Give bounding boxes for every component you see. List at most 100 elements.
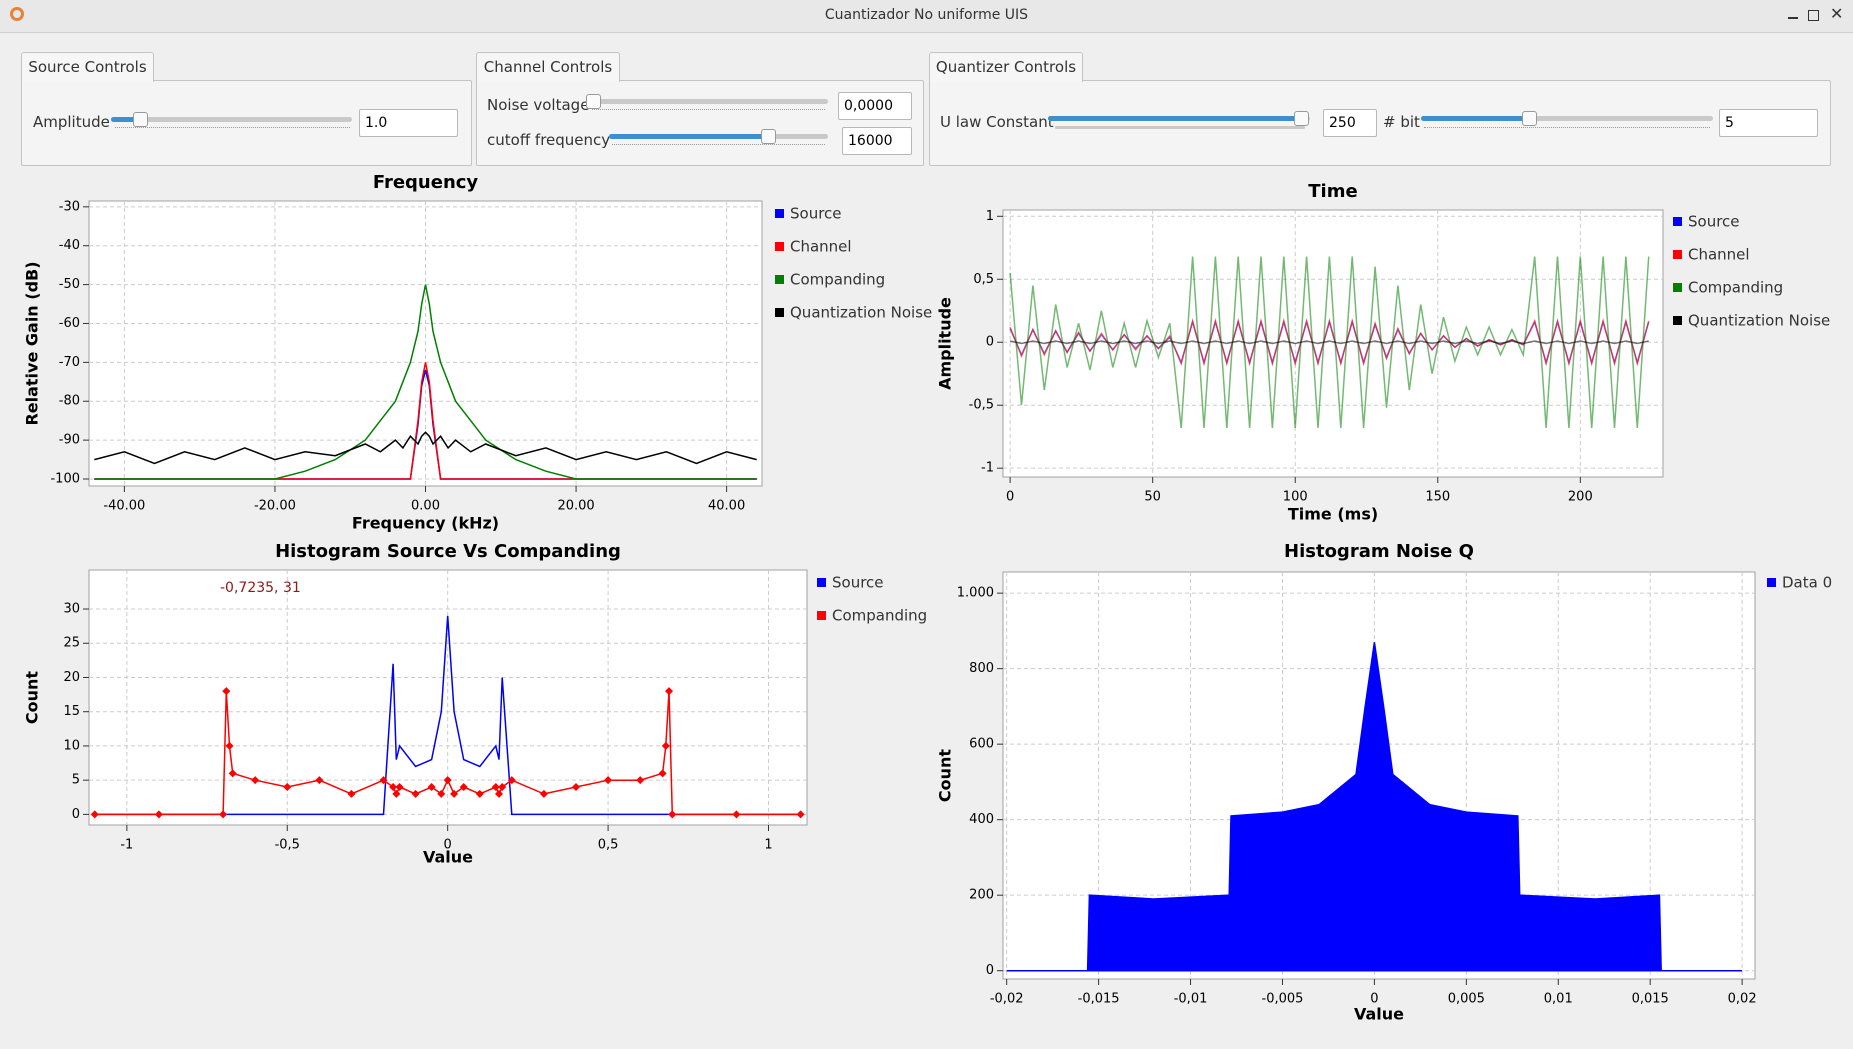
y-tick-label: 200	[969, 888, 994, 903]
x-tick-label: 0.00	[411, 499, 440, 514]
amplitude-input[interactable]: 1.0	[359, 109, 458, 137]
x-tick-label: -0,02	[990, 992, 1024, 1007]
chart-title: Histogram Noise Q	[1284, 541, 1474, 562]
y-tick-label: 5	[72, 773, 80, 788]
legend-label: Companding	[832, 607, 927, 625]
legend-swatch	[1673, 217, 1682, 226]
y-axis-label: Amplitude	[936, 297, 955, 390]
slider-fill	[1048, 116, 1301, 121]
marker	[315, 776, 324, 785]
marker	[283, 783, 292, 792]
legend-label: Quantization Noise	[1688, 312, 1830, 330]
y-tick-label: -40	[59, 238, 80, 253]
marker	[389, 783, 398, 792]
x-tick-label: 200	[1568, 490, 1593, 505]
slider-groove	[1055, 126, 1305, 129]
y-tick-label: 600	[969, 737, 994, 752]
maximize-button[interactable]	[1808, 10, 1819, 21]
y-tick-label: -100	[50, 472, 80, 487]
y-tick-label: -1	[981, 461, 994, 476]
noise-label: Noise voltage	[487, 96, 590, 114]
chart-title: Histogram Source Vs Companding	[275, 541, 621, 562]
marker	[347, 789, 356, 798]
x-tick-label: 100	[1283, 490, 1308, 505]
marker	[475, 789, 484, 798]
marker	[411, 789, 420, 798]
ulaw-spinbox[interactable]: 250	[1323, 109, 1377, 137]
x-axis-label: Frequency (kHz)	[352, 514, 499, 533]
bit-label: # bit	[1383, 113, 1420, 131]
cutoff-spinbox[interactable]: 16000	[842, 127, 912, 155]
x-tick-label: 0	[1006, 490, 1014, 505]
cutoff-slider[interactable]	[761, 129, 776, 144]
marker	[395, 783, 404, 792]
legend-label: Data 0	[1782, 574, 1832, 592]
x-axis-label: Value	[423, 848, 473, 867]
x-tick-label: 40.00	[708, 499, 745, 514]
x-tick-label: -0,005	[1262, 992, 1304, 1007]
y-tick-label: 30	[63, 602, 80, 617]
quantizer-tab[interactable]: Quantizer Controls	[929, 52, 1083, 82]
line	[94, 431, 757, 465]
x-tick-label: 50	[1144, 490, 1161, 505]
close-button[interactable]: ✕	[1830, 4, 1844, 23]
y-tick-label: -60	[59, 316, 80, 331]
y-tick-label: 15	[63, 704, 80, 719]
y-axis-label: Relative Gain (dB)	[23, 261, 42, 425]
marker	[507, 776, 516, 785]
minimize-button[interactable]	[1788, 17, 1798, 19]
bit-input[interactable]: 5	[1719, 109, 1818, 137]
legend-swatch	[775, 308, 784, 317]
y-tick-label: -70	[59, 355, 80, 370]
marker	[661, 741, 670, 750]
app-icon	[10, 7, 24, 21]
x-tick-label: 0,005	[1448, 992, 1485, 1007]
source-tab[interactable]: Source Controls	[21, 52, 154, 82]
slider-fill	[609, 134, 769, 139]
quantizer-group	[929, 80, 1831, 166]
slider-ticks	[1424, 124, 1710, 128]
line	[1009, 340, 1649, 345]
marker	[658, 769, 667, 778]
series-group	[94, 284, 757, 480]
marker	[251, 776, 260, 785]
y-axis-label: Count	[23, 671, 42, 725]
noise-slider[interactable]	[586, 94, 601, 109]
marker	[379, 776, 388, 785]
legend-label: Companding	[790, 271, 885, 289]
marker	[154, 810, 163, 819]
amplitude-label: Amplitude	[33, 113, 110, 131]
legend-swatch	[775, 275, 784, 284]
x-tick-label: 0,5	[598, 838, 619, 853]
amplitude-slider[interactable]	[133, 112, 148, 127]
bit-slider[interactable]	[1522, 111, 1537, 126]
y-tick-label: 25	[63, 636, 80, 651]
y-tick-label: -50	[59, 277, 80, 292]
y-axis-label: Count	[936, 749, 955, 803]
legend-label: Source	[790, 205, 842, 223]
x-tick-label: 0	[1370, 992, 1378, 1007]
marker	[222, 687, 231, 696]
marker	[539, 789, 548, 798]
x-tick-label: -20.00	[254, 499, 296, 514]
marker	[491, 783, 500, 792]
x-tick-label: 0,02	[1728, 992, 1757, 1007]
marker	[732, 810, 741, 819]
noise-spinbox[interactable]: 0,0000	[838, 92, 912, 120]
marker	[392, 789, 401, 798]
line	[94, 284, 757, 480]
chart-title: Time	[1308, 181, 1357, 202]
marker	[90, 810, 99, 819]
ulaw-slider[interactable]	[1294, 111, 1309, 126]
marker	[495, 789, 504, 798]
x-tick-label: -0,015	[1078, 992, 1120, 1007]
x-axis-label: Time (ms)	[1288, 505, 1378, 524]
y-tick-label: 20	[63, 670, 80, 685]
legend-label: Source	[832, 574, 884, 592]
channel-tab[interactable]: Channel Controls	[476, 52, 620, 82]
marker	[225, 741, 234, 750]
x-tick-label: 150	[1425, 490, 1450, 505]
annotation: -0,7235, 31	[220, 580, 301, 596]
legend-swatch	[775, 209, 784, 218]
